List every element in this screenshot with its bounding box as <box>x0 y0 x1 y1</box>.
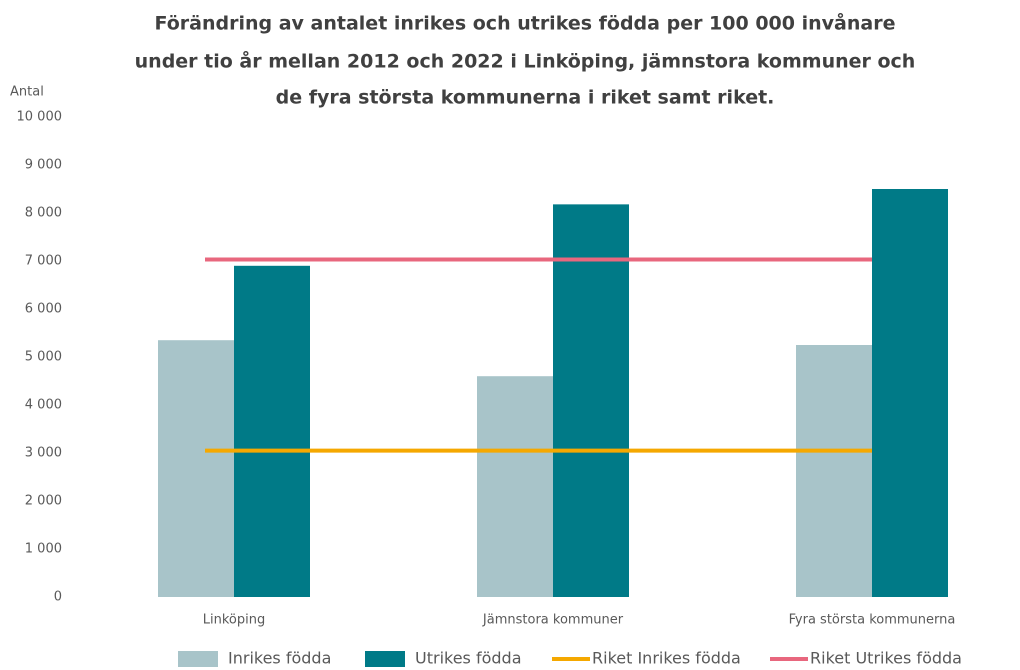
y-tick-label: 6 000 <box>25 302 62 317</box>
chart-title: Förändring av antalet inrikes och utrike… <box>155 11 896 35</box>
y-tick-label: 5 000 <box>25 350 62 365</box>
bar <box>477 376 553 597</box>
legend-swatch <box>365 651 405 667</box>
bar <box>158 340 234 597</box>
legend-label: Riket Inrikes födda <box>592 649 741 668</box>
chart-title: under tio år mellan 2012 och 2022 i Link… <box>135 49 916 73</box>
bar <box>872 189 948 597</box>
y-tick-label: 8 000 <box>25 206 62 221</box>
y-tick-label: 1 000 <box>25 542 62 557</box>
y-tick-label: 0 <box>54 590 62 605</box>
legend-label: Utrikes födda <box>415 649 522 668</box>
y-tick-label: 9 000 <box>25 158 62 173</box>
x-tick-label: Fyra största kommunerna <box>789 613 956 628</box>
legend-swatch <box>178 651 218 667</box>
y-axis-label: Antal <box>10 85 44 100</box>
bar <box>553 204 629 598</box>
y-tick-label: 2 000 <box>25 494 62 509</box>
y-tick-label: 7 000 <box>25 254 62 269</box>
x-tick-label: Jämnstora kommuner <box>482 613 624 628</box>
bar <box>234 265 310 597</box>
y-tick-label: 10 000 <box>17 110 63 125</box>
bar <box>796 345 872 597</box>
legend-label: Riket Utrikes födda <box>810 649 962 668</box>
y-tick-label: 4 000 <box>25 398 62 413</box>
x-tick-label: Linköping <box>203 613 265 628</box>
y-tick-label: 3 000 <box>25 446 62 461</box>
legend-label: Inrikes födda <box>228 649 331 668</box>
chart-title: de fyra största kommunerna i riket samt … <box>276 87 775 109</box>
